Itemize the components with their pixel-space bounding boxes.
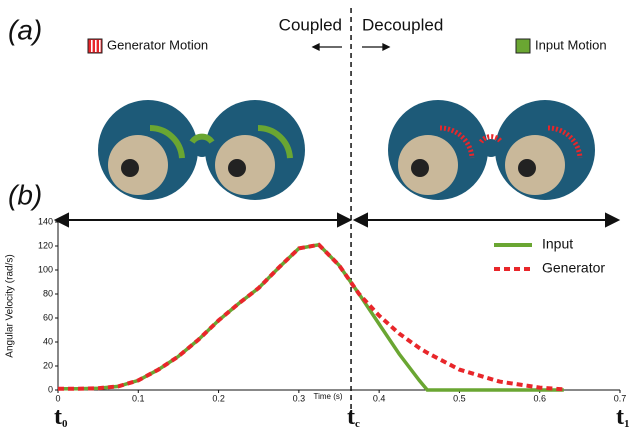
series-line [58, 242, 564, 392]
time-marker-base: t [347, 404, 355, 430]
y-tick-label: 80 [43, 288, 53, 298]
y-tick-label: 20 [43, 360, 53, 370]
y-tick-label: 120 [38, 240, 53, 250]
y-tick-label: 0 [48, 384, 53, 394]
legend-label: Input [542, 236, 573, 252]
x-tick-label: 0.5 [453, 393, 466, 403]
x-tick-label: 0.7 [614, 393, 627, 403]
series-line [58, 242, 564, 392]
time-marker-sub: 1 [624, 418, 630, 430]
x-tick-label: 0.4 [373, 393, 386, 403]
swatch-stripe [95, 40, 97, 52]
x-axis-label: Time (s) [313, 392, 342, 401]
time-marker-base: t [54, 404, 62, 430]
gears [98, 100, 595, 200]
panel-label: (a) [8, 14, 42, 45]
phase-arrows [53, 212, 621, 228]
coupled-label: Coupled [279, 15, 342, 34]
x-tick-label: 0.1 [132, 393, 145, 403]
time-marker: t0 [54, 404, 68, 430]
legend-label: Generator [542, 260, 605, 276]
y-tick-label: 100 [38, 264, 53, 274]
legend-label: Input Motion [535, 37, 607, 52]
legend-swatch [515, 38, 531, 54]
y-tick-label: 40 [43, 336, 53, 346]
swatch-stripe [99, 40, 101, 52]
time-marker-sub: 0 [62, 418, 68, 430]
time-marker: tc [347, 404, 360, 430]
panel-label: (b) [8, 179, 42, 210]
direction-arrows [311, 42, 391, 52]
legend-label: Generator Motion [107, 37, 208, 52]
y-axis-label: Angular Velocity (rad/s) [5, 254, 16, 357]
time-marker: t1 [616, 404, 630, 430]
x-tick-label: 0 [55, 393, 60, 403]
x-tick-label: 0.2 [212, 393, 225, 403]
swatch-stripe [91, 40, 93, 52]
y-tick-label: 60 [43, 312, 53, 322]
time-marker-base: t [616, 404, 624, 430]
time-marker-sub: c [355, 418, 360, 430]
decoupled-label: Decoupled [362, 15, 443, 34]
x-tick-label: 0.3 [293, 393, 306, 403]
x-tick-label: 0.6 [533, 393, 546, 403]
y-tick-label: 140 [38, 216, 53, 226]
